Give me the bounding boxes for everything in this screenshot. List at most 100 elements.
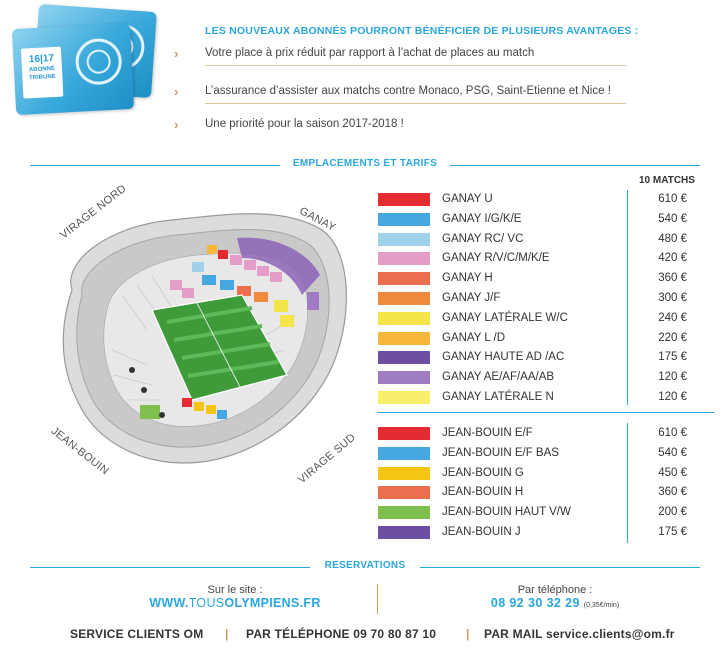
zone-jean-bouin-haut (140, 405, 160, 419)
zone-price: 610 € (658, 427, 687, 439)
zone-color-swatch (378, 427, 430, 440)
membership-card-image: 16|17 ABONNÉ TRIBUNE (8, 3, 158, 118)
footer-service: SERVICE CLIENTS OM (70, 627, 204, 641)
zone-color-swatch (378, 331, 430, 345)
zone-price: 360 € (658, 272, 687, 285)
section-heading-reservations: RESERVATIONS (30, 560, 700, 574)
section-heading-locations: EMPLACEMENTS ET TARIFS (30, 158, 700, 172)
zone-block (307, 292, 319, 310)
footer-separator: | (225, 627, 229, 641)
price-row: JEAN-BOUIN G 450 € (377, 464, 687, 483)
zone-color-swatch (378, 272, 430, 286)
price-row: JEAN-BOUIN HAUT V/W 200 € (377, 503, 687, 522)
price-row: JEAN-BOUIN E/F 610 € (377, 424, 687, 443)
zone-block (194, 402, 204, 411)
zone-price: 540 € (658, 446, 687, 459)
chevron-right-icon: › (174, 46, 179, 61)
zone-color-swatch (378, 391, 430, 404)
phone-number[interactable]: 08 92 30 32 29 (0,35€/min) (490, 596, 620, 610)
zone-price: 120 € (658, 391, 687, 403)
card-front: 16|17 ABONNÉ TRIBUNE (11, 22, 135, 116)
section-marker (159, 412, 165, 418)
chevron-right-icon: › (174, 84, 179, 99)
zone-color-swatch (378, 252, 430, 266)
zone-name: GANAY HAUTE AD /AC (442, 351, 565, 364)
price-divider (627, 423, 628, 543)
footer-separator: | (466, 627, 470, 641)
price-row: GANAY H 360 € (377, 269, 687, 288)
card-season: 16|17 ABONNÉ TRIBUNE (20, 46, 64, 99)
zone-block (218, 250, 228, 259)
price-column-header: 10 MATCHS (639, 175, 695, 186)
price-row: GANAY LATÉRALE W/C 240 € (377, 309, 687, 328)
zone-block (182, 288, 194, 298)
zone-name: JEAN-BOUIN E/F BAS (442, 446, 559, 459)
zone-price: 300 € (658, 292, 687, 304)
zone-price: 175 € (658, 526, 687, 538)
card-tier: TRIBUNE (28, 73, 56, 82)
zone-name: JEAN-BOUIN G (442, 466, 524, 479)
zone-color-swatch (378, 506, 430, 520)
zone-color-swatch (378, 486, 430, 500)
advantage-text: L’assurance d’assister aux matchs contre… (205, 85, 611, 97)
section-marker (129, 367, 135, 373)
zone-name: GANAY L /D (442, 331, 506, 344)
price-row: GANAY AE/AF/AA/AB 120 € (377, 368, 687, 387)
price-row: GANAY R/V/C/M/K/E 420 € (377, 249, 687, 268)
zone-block (244, 260, 256, 270)
price-row: GANAY J/F 300 € (377, 289, 687, 308)
zone-color-swatch (378, 311, 430, 325)
zone-name: JEAN-BOUIN HAUT V/W (442, 506, 571, 519)
zone-color-swatch (378, 232, 430, 246)
zone-block (202, 275, 216, 285)
zone-price: 450 € (658, 466, 687, 479)
zone-color-swatch (378, 193, 430, 206)
zone-price: 175 € (658, 351, 687, 364)
zone-name: GANAY RC/ VC (442, 232, 524, 245)
zone-price: 240 € (658, 311, 687, 324)
price-row: GANAY RC/ VC 480 € (377, 230, 687, 249)
zone-name: GANAY AE/AF/AA/AB (442, 371, 555, 384)
zone-price: 360 € (658, 486, 687, 499)
price-row: JEAN-BOUIN H 360 € (377, 483, 687, 502)
footer-phone[interactable]: PAR TÉLÉPHONE 09 70 80 87 10 (246, 627, 437, 641)
zone-name: GANAY LATÉRALE W/C (442, 311, 568, 324)
zone-name: GANAY J/F (442, 292, 501, 304)
website-link[interactable]: WWW.TOUSOLYMPIENS.FR (149, 596, 321, 610)
zone-color-swatch (378, 351, 430, 365)
section-marker (141, 387, 147, 393)
advantage-text: Une priorité pour la saison 2017-2018 ! (205, 118, 404, 130)
zone-color-swatch (378, 292, 430, 305)
zone-price: 610 € (658, 193, 687, 205)
zone-block (206, 405, 216, 414)
zone-name: GANAY H (442, 272, 493, 285)
footer-mail[interactable]: PAR MAIL service.clients@om.fr (484, 627, 675, 641)
zone-block (274, 300, 288, 312)
zone-block (254, 292, 268, 302)
zone-color-swatch (378, 466, 430, 480)
zone-color-swatch (378, 526, 430, 539)
site-label: Sur le site : (207, 584, 263, 596)
advantage-item: › Votre place à prix réduit par rapport … (174, 44, 626, 66)
zone-block (170, 280, 182, 290)
zone-color-swatch (378, 371, 430, 385)
price-row: GANAY I/G/K/E 540 € (377, 210, 687, 229)
om-crest-front-icon (74, 37, 123, 86)
advantage-text: Votre place à prix réduit par rapport à … (205, 47, 535, 59)
zone-name: JEAN-BOUIN E/F (442, 427, 533, 439)
price-row: GANAY LATÉRALE N 120 € (377, 388, 687, 407)
zone-name: GANAY I/G/K/E (442, 212, 522, 225)
pitch-stripes (166, 306, 279, 378)
zone-price: 200 € (658, 506, 687, 519)
zone-block (257, 266, 269, 276)
zone-price: 120 € (658, 371, 687, 384)
zone-name: GANAY U (442, 193, 493, 205)
zone-color-swatch (378, 212, 430, 226)
zone-name: GANAY R/V/C/M/K/E (442, 252, 550, 265)
phone-label: Par téléphone : (517, 584, 593, 596)
advantages-title: LES NOUVEAUX ABONNÉS POURRONT BÉNÉFICIER… (205, 25, 639, 37)
reservation-phone: Par téléphone : 08 92 30 32 29 (0,35€/mi… (430, 584, 680, 610)
price-divider (627, 190, 628, 405)
zone-block (270, 272, 282, 282)
zone-block (207, 245, 217, 254)
